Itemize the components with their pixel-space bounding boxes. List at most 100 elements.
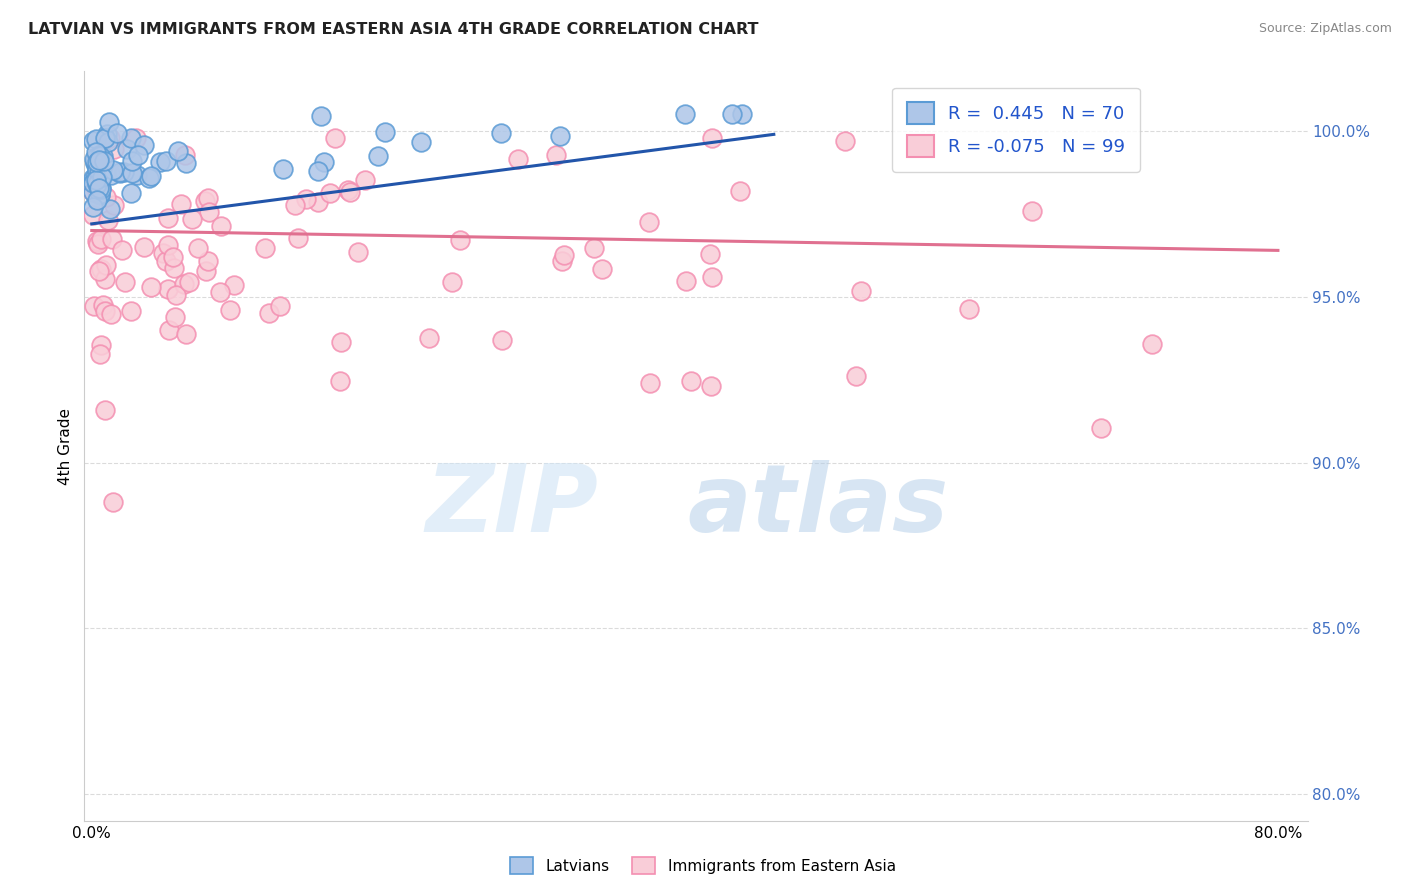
Point xyxy=(849,284,872,298)
Point xyxy=(287,231,309,245)
Point xyxy=(91,298,114,312)
Point xyxy=(551,253,574,268)
Point xyxy=(1021,203,1043,218)
Point xyxy=(339,186,361,200)
Point xyxy=(94,272,117,286)
Point xyxy=(89,164,111,178)
Point xyxy=(176,327,198,342)
Point xyxy=(284,198,307,212)
Point xyxy=(82,176,104,190)
Point xyxy=(86,155,108,169)
Point xyxy=(721,107,744,121)
Point xyxy=(489,126,512,140)
Point xyxy=(86,235,108,250)
Point xyxy=(97,212,120,227)
Point xyxy=(90,169,112,183)
Point xyxy=(336,183,359,197)
Point xyxy=(155,153,177,168)
Point xyxy=(103,163,125,178)
Point xyxy=(162,250,184,264)
Point xyxy=(94,258,117,272)
Point xyxy=(105,126,128,140)
Point xyxy=(117,142,139,156)
Point xyxy=(94,303,117,318)
Text: atlas: atlas xyxy=(688,460,949,552)
Point xyxy=(638,376,661,391)
Point xyxy=(155,253,177,268)
Point xyxy=(173,148,195,162)
Point xyxy=(132,240,155,254)
Point xyxy=(89,149,111,163)
Point xyxy=(120,186,142,201)
Point xyxy=(506,152,529,166)
Point xyxy=(86,193,108,207)
Point xyxy=(208,285,231,299)
Point xyxy=(83,152,105,166)
Point xyxy=(97,136,120,150)
Point xyxy=(253,241,276,255)
Point xyxy=(679,374,702,388)
Point xyxy=(731,107,754,121)
Point xyxy=(93,154,115,169)
Point xyxy=(271,162,294,177)
Point xyxy=(180,212,202,227)
Point xyxy=(409,136,432,150)
Point xyxy=(169,196,191,211)
Point xyxy=(257,306,280,320)
Point xyxy=(101,232,124,246)
Point xyxy=(127,148,149,162)
Y-axis label: 4th Grade: 4th Grade xyxy=(58,408,73,484)
Point xyxy=(700,130,723,145)
Point xyxy=(114,275,136,289)
Point xyxy=(87,181,110,195)
Point xyxy=(84,173,107,187)
Point xyxy=(548,128,571,143)
Point xyxy=(120,304,142,318)
Point xyxy=(194,194,217,209)
Point xyxy=(83,299,105,313)
Point xyxy=(82,201,104,215)
Point xyxy=(163,310,186,324)
Point xyxy=(82,208,104,222)
Point xyxy=(84,153,107,168)
Point xyxy=(582,240,605,254)
Point xyxy=(90,181,112,195)
Point xyxy=(134,137,156,152)
Point xyxy=(87,264,110,278)
Point xyxy=(98,202,121,216)
Point xyxy=(319,186,342,200)
Point xyxy=(103,142,125,156)
Point xyxy=(441,275,464,289)
Point xyxy=(89,187,111,202)
Point xyxy=(295,192,318,206)
Text: Source: ZipAtlas.com: Source: ZipAtlas.com xyxy=(1258,22,1392,36)
Point xyxy=(89,347,111,361)
Point xyxy=(197,254,219,268)
Point xyxy=(329,374,352,388)
Point xyxy=(374,125,396,139)
Point xyxy=(87,153,110,167)
Point xyxy=(110,166,132,180)
Legend: Latvians, Immigrants from Eastern Asia: Latvians, Immigrants from Eastern Asia xyxy=(505,851,901,880)
Point xyxy=(198,205,221,219)
Text: LATVIAN VS IMMIGRANTS FROM EASTERN ASIA 4TH GRADE CORRELATION CHART: LATVIAN VS IMMIGRANTS FROM EASTERN ASIA … xyxy=(28,22,759,37)
Point xyxy=(157,237,180,252)
Point xyxy=(157,282,180,296)
Point xyxy=(149,155,172,169)
Point xyxy=(101,495,124,509)
Point xyxy=(120,131,142,145)
Point xyxy=(312,154,335,169)
Point xyxy=(90,169,112,184)
Point xyxy=(418,331,440,345)
Point xyxy=(1090,421,1112,435)
Point xyxy=(187,241,209,255)
Point xyxy=(173,277,195,291)
Point xyxy=(96,127,118,141)
Point xyxy=(121,166,143,180)
Point xyxy=(699,247,721,261)
Point xyxy=(163,261,186,276)
Point xyxy=(673,107,696,121)
Point xyxy=(112,165,135,179)
Point xyxy=(94,131,117,145)
Point xyxy=(176,155,198,169)
